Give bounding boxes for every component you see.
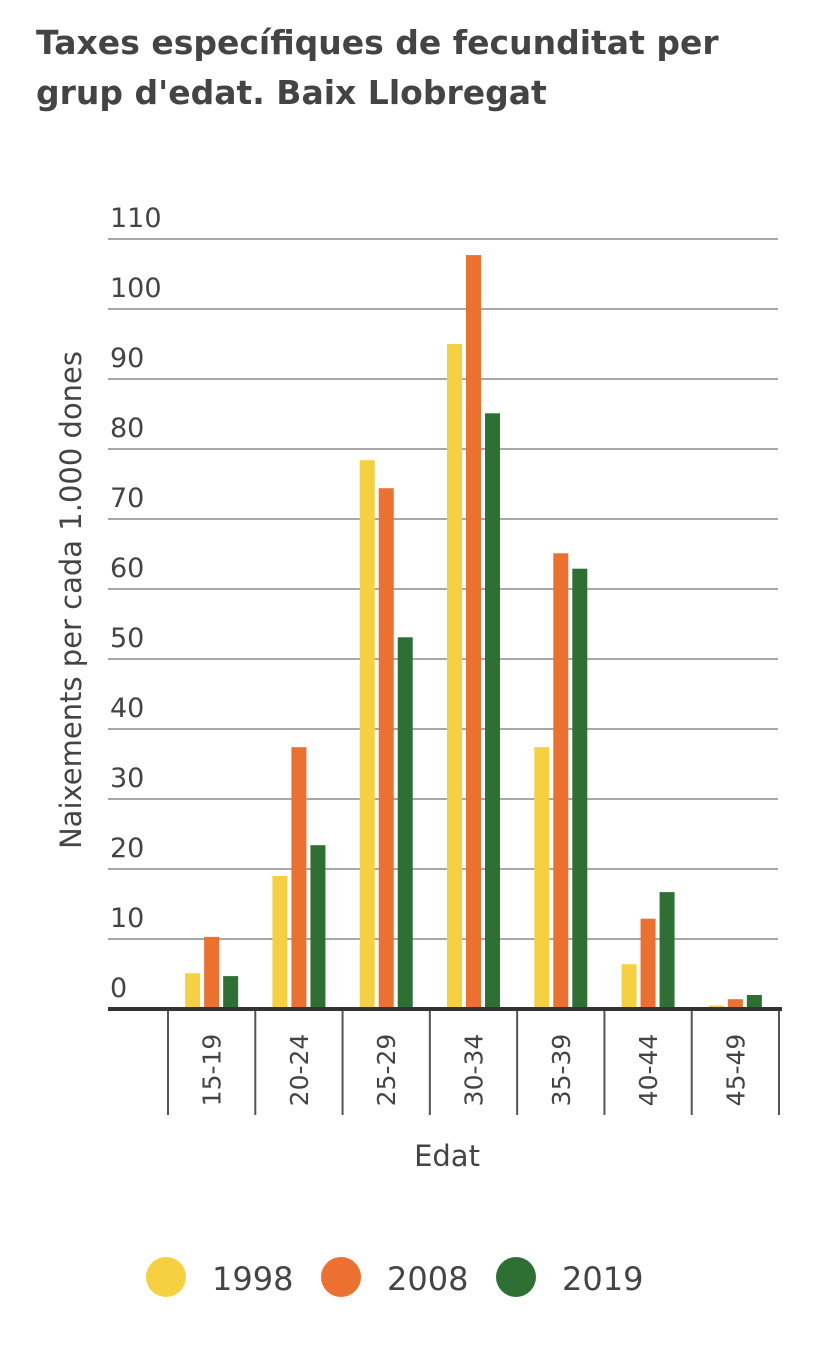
x-tick-label: 30-34 — [460, 1034, 489, 1107]
x-tick-label: 40-44 — [634, 1034, 663, 1107]
x-tick-label: 20-24 — [285, 1034, 314, 1107]
legend-swatch-2019 — [496, 1257, 536, 1297]
bar-2008-30-34 — [466, 255, 481, 1010]
bar-1998-35-39 — [534, 747, 550, 1009]
y-tick-label: 40 — [110, 693, 144, 724]
bar-2008-15-19 — [204, 936, 220, 1009]
bar-2019-25-29 — [397, 637, 413, 1009]
x-tick-label: 35-39 — [547, 1034, 576, 1107]
x-tick-label: 45-49 — [721, 1034, 750, 1107]
bar-2008-35-39 — [553, 553, 569, 1009]
legend-swatch-2008 — [321, 1257, 361, 1297]
bar-2019-30-34 — [485, 413, 500, 1009]
legend-label-2019: 2019 — [562, 1260, 643, 1298]
y-axis-title: Naixements per cada 1.000 dones — [54, 351, 88, 849]
bar-2008-40-44 — [640, 918, 656, 1009]
y-tick-label: 80 — [110, 413, 144, 444]
y-tick-label: 10 — [110, 903, 144, 934]
y-tick-label: 60 — [110, 553, 144, 584]
x-tick-label: 25-29 — [372, 1034, 401, 1107]
bar-2008-25-29 — [378, 488, 394, 1009]
bar-1998-25-29 — [359, 460, 375, 1009]
y-tick-label: 100 — [110, 273, 162, 304]
bar-1998-30-34 — [447, 344, 462, 1009]
bar-2019-35-39 — [572, 568, 588, 1009]
bar-2008-45-49 — [727, 999, 743, 1009]
x-tick-label: 15-19 — [198, 1034, 227, 1107]
y-tick-label: 20 — [110, 833, 144, 864]
x-axis-title: Edat — [414, 1139, 480, 1173]
bar-2019-15-19 — [223, 976, 239, 1009]
bar-1998-20-24 — [272, 876, 288, 1009]
bar-2019-45-49 — [746, 995, 762, 1009]
bar-1998-40-44 — [621, 964, 637, 1009]
chart-title: Taxes específiques de fecunditat per gru… — [36, 23, 719, 112]
bar-2008-20-24 — [291, 747, 307, 1009]
legend-swatch-1998 — [146, 1257, 186, 1297]
y-tick-label: 90 — [110, 343, 144, 374]
y-tick-label: 110 — [110, 203, 162, 234]
bar-2019-20-24 — [310, 845, 326, 1009]
y-tick-label: 50 — [110, 623, 144, 654]
y-tick-label: 70 — [110, 483, 144, 514]
bar-2019-40-44 — [659, 892, 675, 1009]
y-tick-label: 30 — [110, 763, 144, 794]
bar-1998-15-19 — [185, 973, 201, 1009]
legend-label-1998: 1998 — [212, 1260, 293, 1298]
y-tick-label: 0 — [110, 973, 127, 1004]
legend-label-2008: 2008 — [387, 1260, 468, 1298]
